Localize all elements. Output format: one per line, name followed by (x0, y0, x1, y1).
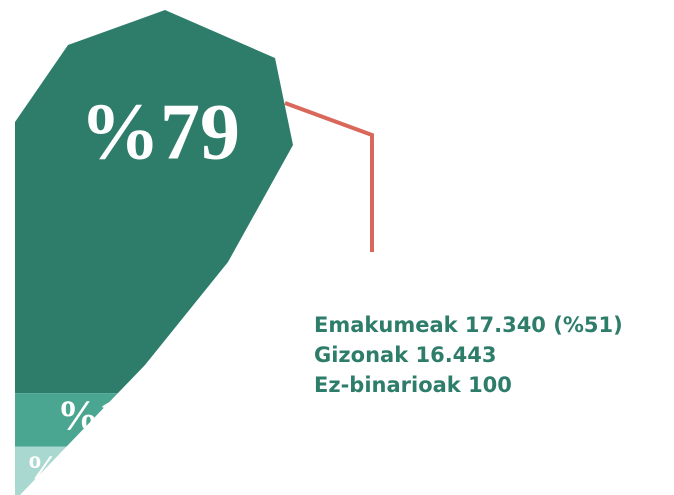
connector-line (284, 101, 374, 252)
annotation-line: Emakumeak 17.340 (%51) (314, 313, 623, 337)
shape-band (15, 10, 293, 394)
percent-label: %10 (26, 450, 94, 487)
percent-label: %79 (80, 88, 240, 176)
annotation-line: Gizonak 16.443 (314, 343, 497, 367)
annotation-line: Ez-binarioak 100 (314, 373, 512, 397)
shape-band (15, 393, 293, 447)
shape (15, 10, 293, 495)
percent-label: %11 (57, 393, 139, 439)
